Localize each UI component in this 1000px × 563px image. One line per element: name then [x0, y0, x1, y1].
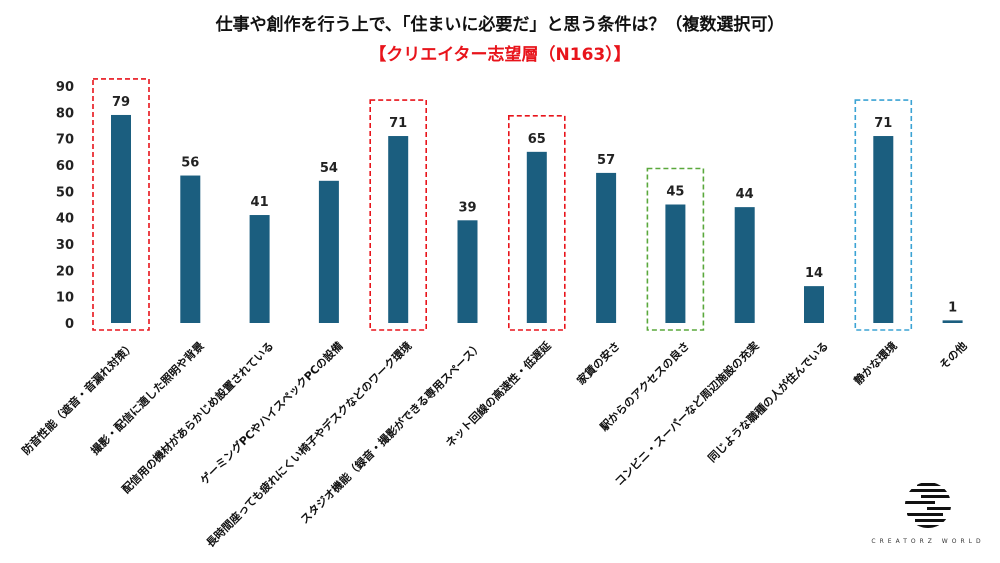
- bar: [318, 180, 339, 323]
- bar: [873, 136, 894, 323]
- logo-text: CREATORZ WORLD: [871, 538, 985, 545]
- data-label: 65: [528, 132, 546, 147]
- data-label: 57: [597, 153, 615, 168]
- highlight-box: [92, 78, 150, 331]
- data-label: 41: [251, 195, 269, 210]
- highlight-box: [369, 99, 428, 331]
- bar: [457, 220, 478, 323]
- y-tick-label: 20: [56, 264, 74, 279]
- bar: [249, 215, 270, 323]
- data-label: 1: [948, 300, 957, 315]
- globe-logo-icon: [905, 483, 951, 528]
- highlight-box: [507, 115, 566, 331]
- y-tick-label: 40: [56, 212, 74, 227]
- bar: [942, 320, 963, 323]
- bar: [388, 136, 409, 323]
- data-label: 56: [181, 156, 199, 171]
- bar: [734, 207, 755, 323]
- bar: [180, 175, 201, 323]
- highlight-box: [646, 167, 705, 331]
- data-label: 54: [320, 161, 338, 176]
- y-tick-label: 90: [56, 80, 74, 95]
- y-tick-label: 70: [56, 133, 74, 148]
- data-label: 39: [458, 200, 476, 215]
- y-tick-label: 10: [56, 291, 74, 306]
- bar: [526, 151, 547, 323]
- creatorz-world-logo: CREATORZ WORLD: [868, 480, 988, 545]
- data-label: 71: [874, 116, 892, 131]
- data-label: 71: [389, 116, 407, 131]
- data-label: 44: [736, 187, 754, 202]
- bar: [596, 172, 617, 323]
- y-tick-label: 30: [56, 238, 74, 253]
- y-tick-label: 80: [56, 106, 74, 121]
- data-label: 45: [666, 185, 684, 200]
- chart-subtitle: 【クリエイター志望層（N163）】: [369, 45, 631, 65]
- bar: [665, 204, 686, 323]
- highlight-box: [854, 99, 913, 331]
- y-tick-label: 60: [56, 159, 74, 174]
- bar: [111, 114, 131, 323]
- bar: [804, 286, 824, 323]
- chart-title: 仕事や創作を行う上で、「住まいに必要だ」と思う条件は？（複数選択可）: [215, 15, 785, 35]
- data-label: 14: [805, 266, 823, 281]
- data-label: 79: [112, 95, 130, 110]
- y-tick-label: 0: [65, 317, 74, 332]
- y-tick-label: 50: [56, 185, 74, 200]
